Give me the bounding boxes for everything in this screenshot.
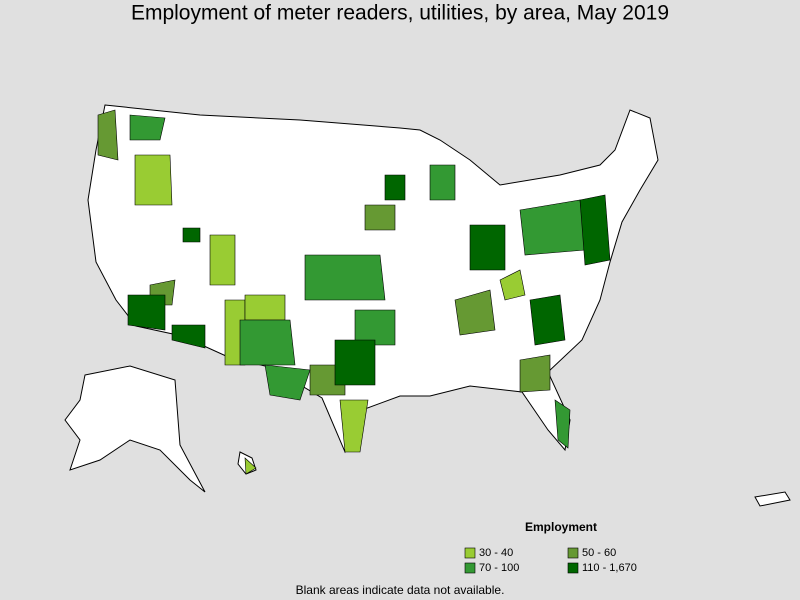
area xyxy=(264,364,311,401)
area xyxy=(171,324,206,349)
legend-swatch xyxy=(567,562,579,574)
area xyxy=(454,289,496,336)
alaska xyxy=(64,365,206,493)
legend-label: 30 - 40 xyxy=(479,547,513,559)
area xyxy=(554,399,571,449)
map xyxy=(64,104,791,507)
area xyxy=(244,457,257,475)
area xyxy=(519,354,551,393)
footnote: Blank areas indicate data not available. xyxy=(296,583,505,597)
area xyxy=(304,254,386,301)
legend-swatch xyxy=(464,562,476,574)
area xyxy=(182,227,201,243)
puerto-rico xyxy=(754,491,791,507)
area xyxy=(519,199,586,256)
area xyxy=(384,174,406,201)
area xyxy=(354,309,396,346)
area xyxy=(239,319,296,366)
area xyxy=(429,164,456,201)
area xyxy=(97,109,119,161)
employment-areas xyxy=(97,109,611,475)
area xyxy=(334,339,376,386)
legend-label: 50 - 60 xyxy=(582,547,616,559)
legend-swatch xyxy=(464,547,476,559)
legend: Employment 30 - 40 50 - 60 70 - 100 110 - 1… xyxy=(464,520,637,574)
area xyxy=(364,204,396,231)
area xyxy=(339,399,369,453)
area xyxy=(529,294,566,346)
area xyxy=(129,114,166,141)
area xyxy=(244,294,286,321)
area xyxy=(134,154,173,206)
legend-swatch xyxy=(567,547,579,559)
area xyxy=(469,224,506,271)
legend-label: 70 - 100 xyxy=(479,562,519,574)
legend-label: 110 - 1,670 xyxy=(582,562,637,574)
legend-title: Employment xyxy=(525,520,597,534)
area xyxy=(579,194,611,266)
area xyxy=(499,269,526,301)
map-title: Employment of meter readers, utilities, … xyxy=(131,2,669,25)
area xyxy=(127,294,166,331)
area xyxy=(209,234,236,286)
